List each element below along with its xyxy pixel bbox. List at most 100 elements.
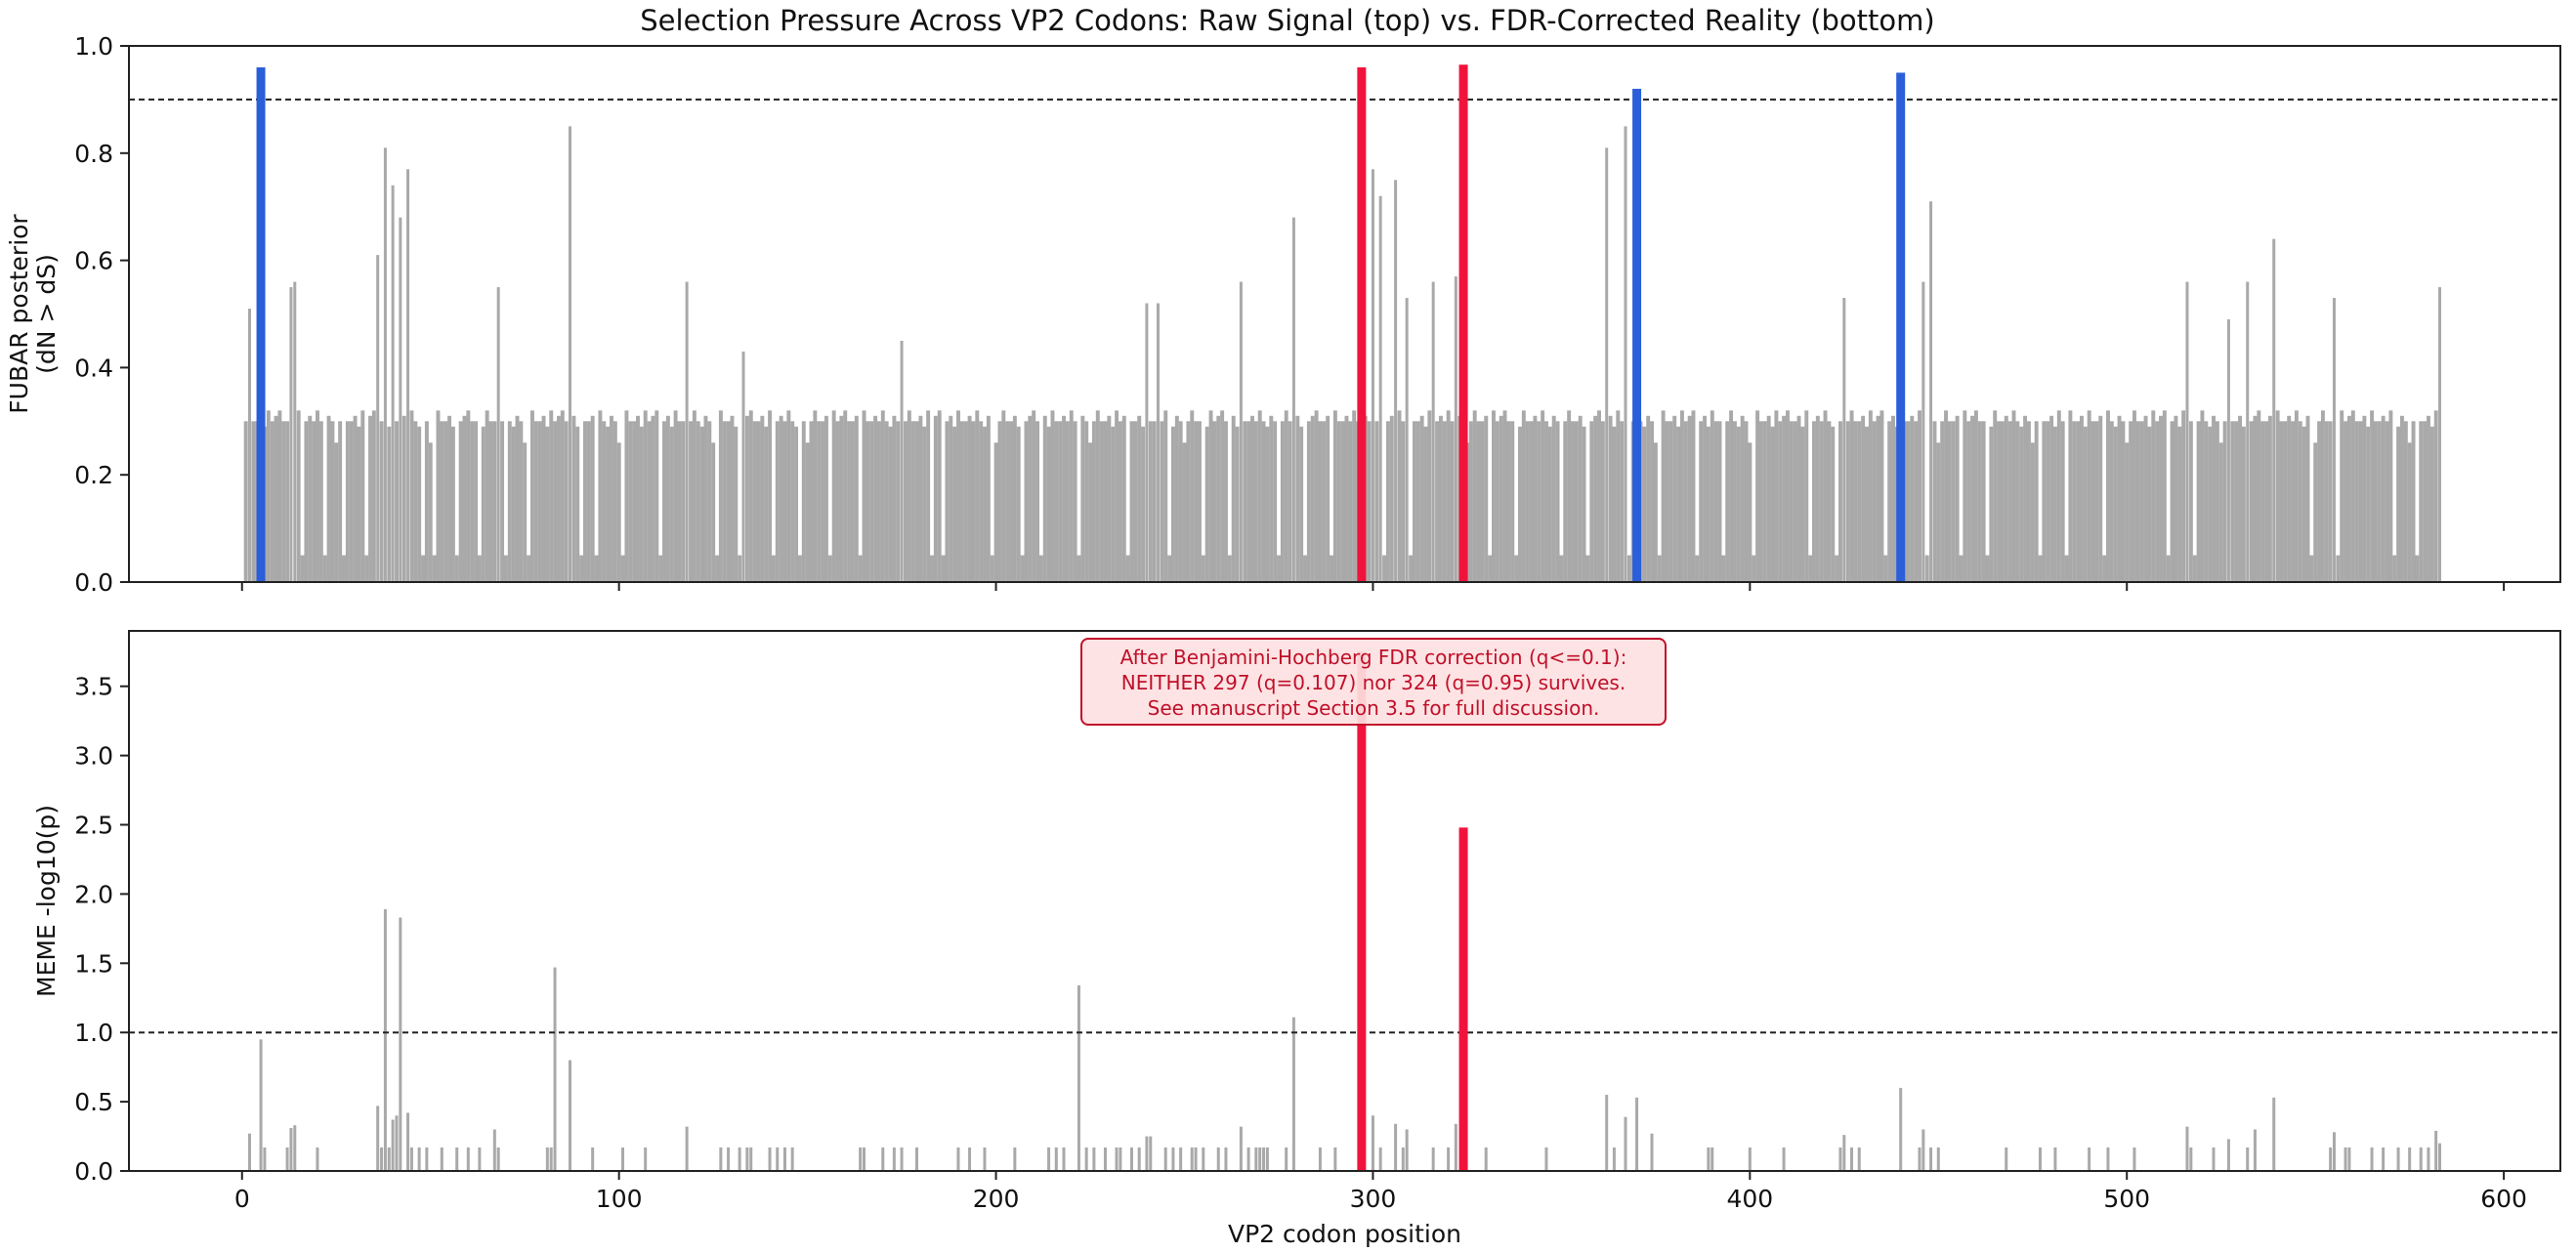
meme-bar: [263, 1147, 267, 1171]
fubar-bar: [2373, 421, 2378, 582]
fubar-bar: [409, 410, 414, 582]
fubar-peak-bar: [293, 281, 297, 582]
fubar-peak-bar: [1624, 126, 1627, 582]
meme-bar: [1291, 1017, 1295, 1171]
fubar-bar: [1257, 410, 1262, 582]
fubar-bar: [2427, 415, 2430, 582]
fubar-peak-bar: [2185, 281, 2189, 582]
fubar-peak-bar: [1394, 180, 1398, 582]
fubar-bar: [1966, 421, 1971, 582]
meme-bar: [1333, 1147, 1337, 1171]
meme-bar: [862, 1147, 866, 1171]
fubar-bar: [1597, 410, 1601, 582]
meme-bar: [2212, 1147, 2216, 1171]
fubar-bar: [2079, 415, 2084, 582]
fubar-bar: [515, 415, 520, 582]
fubar-bar: [523, 442, 528, 582]
fubar-peak-bar: [247, 309, 251, 582]
fubar-bar: [1574, 421, 1579, 582]
fubar-bar: [866, 421, 870, 582]
fubar-bar: [1585, 555, 1590, 582]
fubar-bar: [1472, 410, 1477, 582]
meme-bar: [768, 1147, 772, 1171]
fubar-bar: [1216, 415, 1221, 582]
fubar-bar: [655, 410, 659, 582]
fubar-bar: [2317, 421, 2322, 582]
fubar-bar: [1250, 415, 1254, 582]
fubar-bar: [2302, 426, 2306, 582]
fubar-bar: [1088, 442, 1093, 582]
fubar-bar: [1201, 555, 1205, 582]
fubar-bar: [1910, 415, 1915, 582]
meme-bar: [1084, 1147, 1088, 1171]
fubar-bar: [2133, 410, 2136, 582]
fubar-bar: [1646, 415, 1651, 582]
fubar-bar: [1118, 421, 1122, 582]
fubar-bar: [1823, 410, 1828, 582]
meme-bar: [1447, 1147, 1451, 1171]
meme-bar: [1258, 1147, 1262, 1171]
fubar-bar: [1273, 421, 1278, 582]
fubar-bar: [1762, 421, 1767, 582]
fubar-bar: [1115, 410, 1119, 582]
fubar-bar: [2399, 415, 2404, 582]
fubar-bar: [1170, 426, 1175, 582]
fubar-bar: [612, 421, 617, 582]
fubar-bar: [417, 426, 422, 582]
fdr-annotation-line-1: After Benjamini-Hochberg FDR correction …: [1120, 646, 1627, 669]
fubar-bar: [304, 421, 309, 582]
meme-bar: [1635, 1097, 1639, 1171]
fubar-axes-frame: [128, 45, 2561, 583]
fubar-bar: [873, 415, 878, 582]
meme-bar: [2038, 1147, 2042, 1171]
fubar-highlight-bars: [256, 64, 1906, 583]
fubar-bar: [1253, 421, 1258, 582]
meme-bar: [316, 1147, 319, 1171]
fubar-bar: [270, 421, 274, 582]
fubar-x-ticks: [240, 582, 2506, 591]
fubar-bar: [1555, 421, 1560, 582]
meme-bar: [719, 1147, 723, 1171]
fubar-bar: [1038, 555, 1043, 582]
fubar-bar: [2362, 415, 2367, 582]
fubar-bar: [1340, 421, 1345, 582]
fubar-bar: [338, 421, 343, 582]
fubar-bar: [2135, 421, 2140, 582]
fubar-bar: [413, 421, 418, 582]
fubar-bar: [956, 410, 960, 582]
fubar-panel: 0.0 0.2 0.4 0.6 0.8 1.0 FUBAR posterior (dN >…: [5, 32, 2561, 597]
fubar-bar: [926, 410, 931, 582]
fubar-bar: [2125, 442, 2130, 582]
fubar-bar: [1160, 421, 1164, 582]
fubar-bar: [1046, 426, 1051, 582]
fubar-bar: [1389, 415, 1394, 582]
fubar-bar: [1306, 421, 1311, 582]
fubar-bar: [1495, 421, 1499, 582]
y-tick-label: 1.0: [74, 32, 113, 61]
fubar-bar: [2392, 555, 2397, 582]
fubar-bar: [862, 410, 866, 582]
fubar-bar: [2275, 410, 2280, 582]
fubar-bar: [2313, 442, 2318, 582]
fubar-bar: [1653, 442, 1658, 582]
fubar-bar: [2049, 415, 2054, 582]
meme-bar: [1378, 1147, 1382, 1171]
fubar-bar: [971, 421, 976, 582]
fubar-bar: [1190, 410, 1195, 582]
fubar-bar: [831, 410, 836, 582]
fubar-bar: [821, 421, 825, 582]
meme-bar: [2382, 1147, 2386, 1171]
fubar-bar: [2309, 555, 2314, 582]
fubar-bar: [500, 421, 505, 582]
fubar-bar: [2234, 421, 2239, 582]
fubar-bar: [1231, 415, 1236, 582]
fubar-bar: [2000, 421, 2005, 582]
fubar-bar: [2019, 426, 2024, 582]
meme-bar: [915, 1147, 919, 1171]
fubar-bar: [1220, 410, 1225, 582]
fubar-bar: [2415, 555, 2420, 582]
meme-bar: [2344, 1147, 2347, 1171]
fubar-bar: [2419, 421, 2424, 582]
meme-bar: [399, 917, 402, 1171]
